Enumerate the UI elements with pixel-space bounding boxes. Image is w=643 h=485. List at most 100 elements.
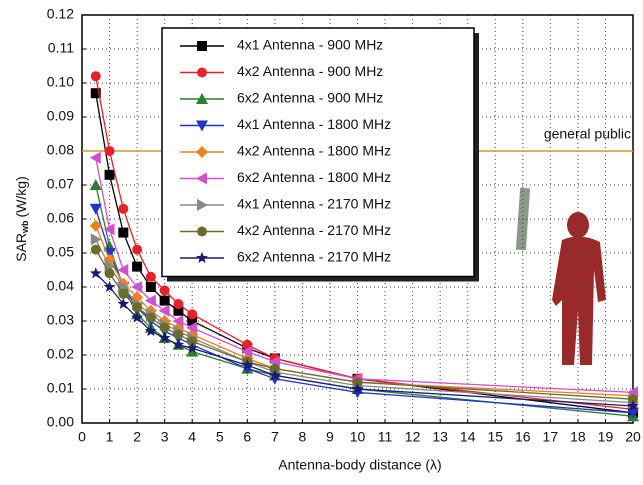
marker (187, 336, 198, 347)
marker (118, 203, 129, 214)
marker (196, 251, 208, 264)
marker (132, 302, 143, 313)
marker (89, 219, 102, 232)
marker (145, 282, 156, 292)
legend-label: 4x1 Antenna - 2170 MHz (237, 196, 391, 212)
marker (145, 271, 156, 282)
marker (187, 316, 198, 326)
x-tick-label: 6 (243, 429, 251, 445)
human-figure (552, 212, 606, 365)
x-tick-label: 15 (487, 429, 503, 445)
x-tick-label: 7 (271, 429, 279, 445)
marker (172, 338, 185, 350)
marker (117, 297, 130, 310)
x-tick-label: 8 (299, 429, 307, 445)
x-tick-label: 11 (378, 429, 393, 445)
y-label-main: SAR (13, 233, 29, 262)
marker (351, 382, 364, 395)
marker (197, 41, 207, 51)
marker (196, 172, 207, 185)
y-tick-label: 0.09 (47, 108, 74, 124)
plot-frame (81, 14, 634, 424)
marker (158, 331, 171, 344)
legend-label: 4x1 Antenna - 900 MHz (237, 37, 383, 53)
marker (131, 281, 143, 293)
marker (172, 315, 184, 327)
marker (196, 120, 208, 132)
y-tick-label: 0.03 (47, 312, 74, 328)
marker (89, 179, 102, 190)
y-label-sub: wb (20, 220, 30, 234)
x-tick-label: 2 (133, 429, 141, 445)
legend-label: 4x2 Antenna - 2170 MHz (237, 222, 391, 238)
x-tick-label: 18 (570, 429, 586, 445)
marker (144, 294, 156, 307)
marker (104, 268, 115, 279)
marker (186, 321, 198, 334)
x-tick-label: 5 (216, 429, 224, 445)
marker (145, 312, 156, 323)
marker (90, 88, 101, 99)
y-tick-label: 0.12 (47, 6, 74, 22)
x-tick-label: 1 (106, 429, 114, 445)
marker (268, 369, 281, 381)
marker (197, 226, 207, 237)
y-axis-label: SARwb (W/kg) (13, 176, 31, 262)
y-tick-label: 0.06 (47, 210, 74, 226)
marker (89, 203, 102, 215)
legend-label: 6x2 Antenna - 1800 MHz (237, 169, 391, 185)
marker (196, 146, 208, 158)
marker (158, 304, 170, 317)
x-tick-label: 10 (350, 429, 366, 445)
marker (173, 305, 184, 316)
y-tick-label: 0.00 (47, 414, 74, 430)
marker (103, 223, 115, 236)
legend-label: 6x2 Antenna - 900 MHz (237, 90, 383, 106)
x-tick-label: 20 (625, 429, 641, 445)
legend-label: 6x2 Antenna - 2170 MHz (237, 249, 391, 265)
marker (90, 233, 102, 246)
marker (159, 322, 170, 333)
y-tick-label: 0.11 (48, 40, 74, 56)
x-tick-label: 17 (543, 429, 559, 445)
marker (89, 151, 101, 164)
marker (197, 67, 207, 78)
y-tick-label: 0.10 (47, 74, 74, 90)
x-tick-label: 14 (460, 429, 476, 445)
marker (186, 345, 199, 357)
marker (187, 309, 198, 320)
y-tick-label: 0.07 (47, 176, 74, 192)
marker (104, 169, 115, 180)
marker (89, 267, 102, 279)
marker (144, 325, 157, 337)
marker (118, 227, 129, 238)
series-line (95, 76, 634, 411)
series-line (95, 157, 634, 394)
marker (352, 377, 363, 388)
x-tick-label: 13 (432, 429, 448, 445)
marker (196, 93, 208, 104)
y-label-unit: (W/kg) (13, 176, 29, 217)
marker (173, 329, 184, 340)
legend-label: 4x2 Antenna - 1800 MHz (237, 143, 391, 159)
marker (117, 264, 129, 276)
y-tick-label: 0.05 (47, 244, 74, 260)
marker (103, 280, 116, 293)
x-tick-label: 4 (188, 429, 196, 445)
x-tick-label: 3 (161, 429, 169, 445)
marker (173, 299, 184, 309)
marker (241, 345, 253, 358)
x-tick-label: 9 (326, 429, 334, 445)
x-tick-label: 16 (515, 429, 531, 445)
marker (241, 359, 254, 371)
legend-label: 4x1 Antenna - 1800 MHz (237, 116, 391, 132)
marker (269, 363, 280, 374)
y-tick-label: 0.04 (47, 278, 74, 294)
x-tick-label: 12 (405, 429, 421, 445)
marker (159, 285, 170, 296)
marker (132, 244, 143, 255)
marker (197, 199, 208, 211)
reference-label: general public (544, 126, 631, 142)
legend-label: 4x2 Antenna - 900 MHz (237, 63, 383, 79)
